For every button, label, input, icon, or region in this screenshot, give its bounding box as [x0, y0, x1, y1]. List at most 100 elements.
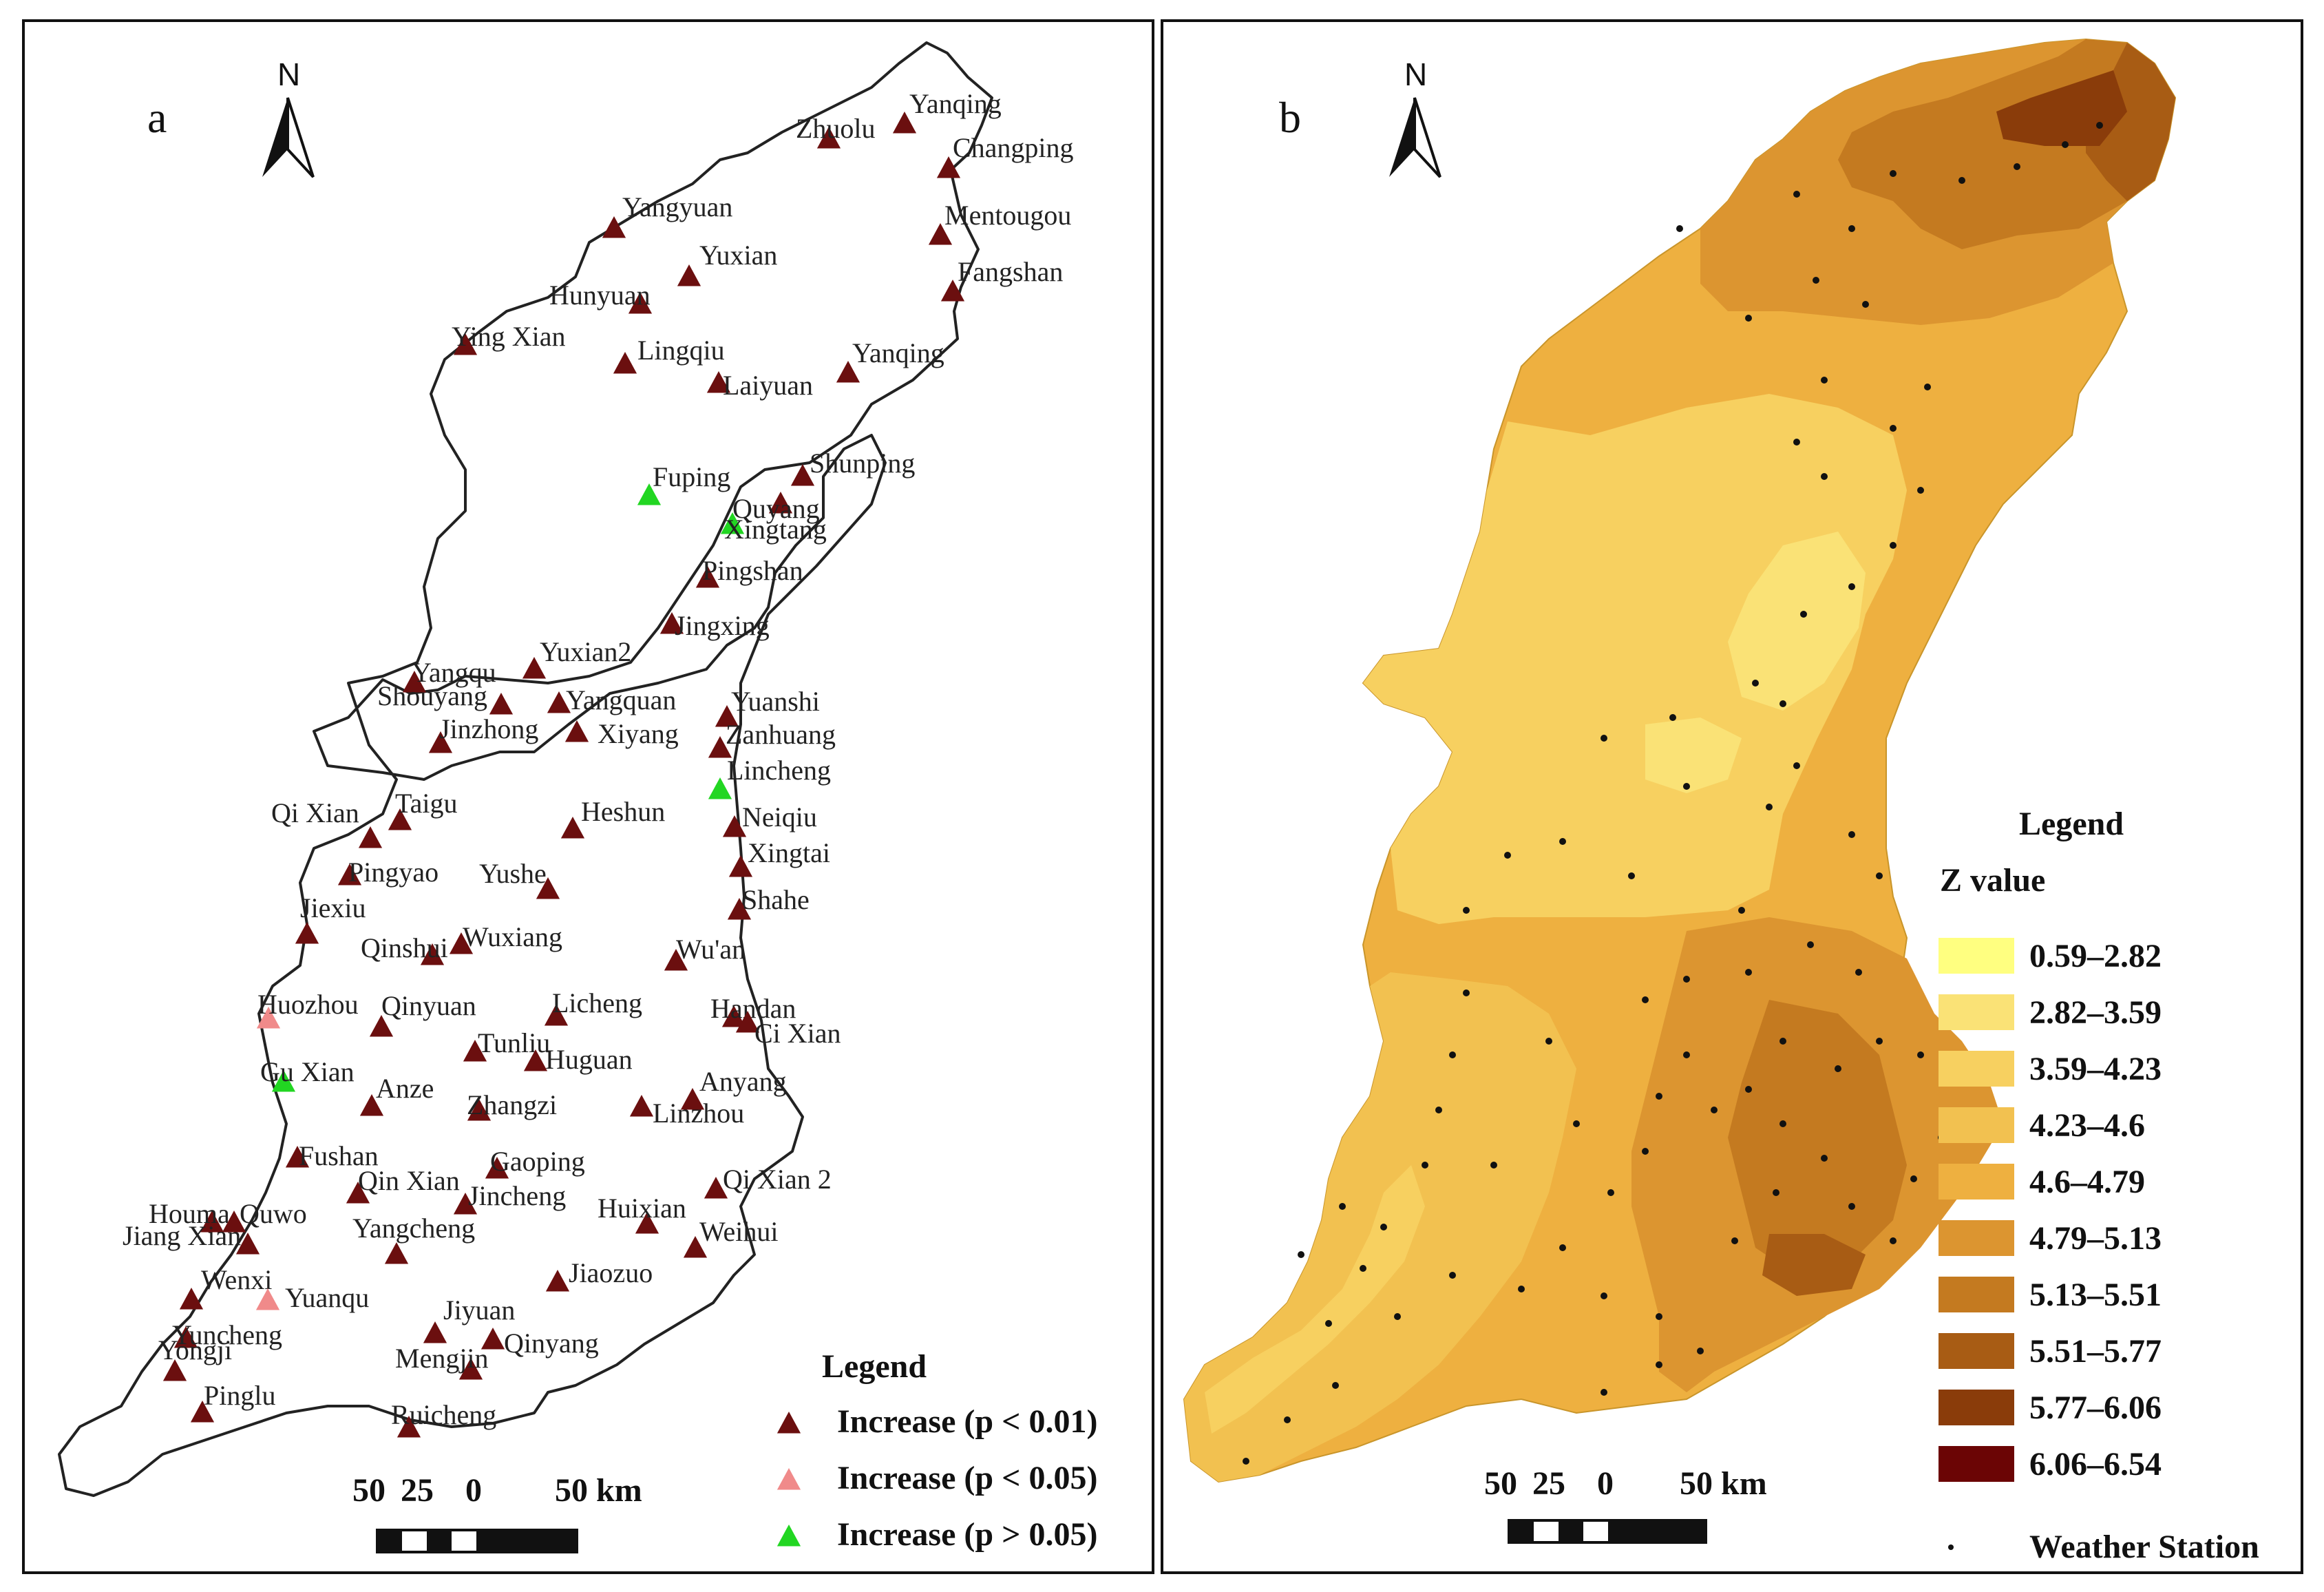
station-label: Jiexiu [300, 892, 366, 923]
station-marker [664, 949, 688, 971]
panel-b-letter: b [1279, 93, 1301, 142]
weather-station-dot [1766, 804, 1773, 810]
station-taigu: Taigu [388, 788, 458, 830]
station-yangyuan: Yangyuan [602, 191, 732, 238]
legend-swatch [1939, 1107, 2014, 1143]
legend-label: 4.23–4.6 [2029, 1107, 2145, 1144]
weather-station-dot [1890, 170, 1897, 177]
weather-station-dot [2062, 141, 2069, 148]
station-yongji: Yongji [158, 1334, 232, 1381]
station-label: Yanqing [852, 337, 944, 368]
scale-label-left: 50 [1484, 1465, 1517, 1502]
legend-label: 5.13–5.51 [2029, 1277, 2162, 1313]
station-yangcheng: Yangcheng [352, 1213, 475, 1264]
legend-label: 6.06–6.54 [2029, 1446, 2162, 1483]
station-yuxian2: Yuxian2 [522, 636, 631, 679]
legend-label: 2.82–3.59 [2029, 994, 2162, 1031]
station-pingyao: Pingyao [337, 857, 439, 888]
station-marker [388, 808, 412, 830]
station-label: Wenxi [201, 1264, 272, 1295]
station-marker [423, 1321, 447, 1343]
station-marker [428, 731, 453, 753]
station-marker [384, 1242, 409, 1264]
weather-station-dot [1958, 177, 1965, 184]
station-marker [816, 127, 841, 149]
weather-station-dot [1821, 377, 1828, 384]
station-marker [295, 922, 319, 944]
weather-station-dot [1813, 277, 1819, 284]
weather-station-dot [1518, 1286, 1525, 1292]
legend-title: Legend [822, 1348, 927, 1385]
weather-station-dot [1339, 1203, 1346, 1210]
weather-station-dot [1835, 1065, 1841, 1072]
station-marker [173, 1326, 198, 1348]
station-ruicheng: Ruicheng [391, 1399, 496, 1438]
station-handan: Handan [710, 993, 796, 1027]
station-qinyuan: Qinyuan [369, 990, 476, 1037]
panel-a-trend-map: a N Yanqing Zhuolu Changping Mentougou Fangs… [22, 19, 1154, 1574]
station-label: Weihui [699, 1216, 779, 1247]
station-label: Gaoping [490, 1146, 585, 1177]
station-marker [704, 1177, 728, 1199]
weather-station-dot [1656, 1313, 1662, 1320]
station-neiqiu: Neiqiu [722, 802, 817, 837]
station-marker [285, 1146, 310, 1168]
weather-station-dot [1360, 1265, 1366, 1272]
station-xingtai: Xingtai [728, 837, 830, 877]
station-label: Xingtai [748, 837, 830, 868]
station-marker [602, 216, 626, 238]
station-marker [346, 1182, 370, 1204]
weather-station-dot [1924, 384, 1931, 390]
station-label: Laiyuan [723, 370, 813, 401]
station-marker [162, 1359, 187, 1381]
station-marker [467, 1099, 492, 1121]
station-marker [358, 826, 383, 848]
station-label: Yuxian [699, 240, 777, 271]
station-label: Fushan [299, 1140, 379, 1171]
station-label: Anyang [699, 1066, 787, 1097]
station-qin-xian: Qin Xian [346, 1165, 460, 1204]
station-label: Heshun [581, 796, 665, 827]
station-label: Wu'an [676, 934, 746, 965]
legend-symbol [777, 1468, 801, 1490]
legend-swatch [1939, 938, 2014, 974]
weather-station-dot [1601, 1389, 1607, 1396]
weather-station-dot [1745, 969, 1752, 976]
station-qinyang: Qinyang [480, 1328, 599, 1359]
legend-label: Increase (p > 0.05) [837, 1516, 1097, 1553]
station-marker [523, 1049, 548, 1071]
weather-station-dot [1821, 1155, 1828, 1162]
station-marker [402, 671, 427, 693]
station-label: Huguan [545, 1044, 633, 1075]
station-label: Wuxiang [463, 921, 562, 952]
weather-station-dot [1683, 1051, 1690, 1058]
station-label: Pingyao [348, 857, 439, 888]
station-label: Qin Xian [358, 1165, 460, 1196]
scale-label-zero: 0 [465, 1472, 482, 1509]
weather-station-dot [1890, 425, 1897, 432]
station-label: Quyang [732, 493, 820, 524]
weather-station-dot [1862, 301, 1869, 308]
weather-station-dot [1745, 315, 1752, 322]
station-lingqiu: Lingqiu [613, 335, 725, 374]
station-label: Mentougou [944, 200, 1071, 231]
station-huixian: Huixian [598, 1193, 686, 1234]
weather-station-dot [1325, 1320, 1332, 1327]
station-marker [522, 657, 547, 679]
legend-label: 5.51–5.77 [2029, 1333, 2162, 1370]
station-label: Yanqing [909, 88, 1002, 119]
station-anze: Anze [359, 1073, 434, 1116]
station-quwo: Quwo [222, 1198, 307, 1233]
weather-station-dot [1449, 1272, 1456, 1279]
station-marker [560, 817, 585, 839]
weather-station-dot [1676, 225, 1683, 232]
weather-station-dot [1876, 1038, 1883, 1045]
legend-class-1: 2.82–3.59 [1939, 994, 2162, 1031]
station-marker [255, 1288, 280, 1310]
scale-label-mid: 25 [1532, 1465, 1565, 1502]
station-ying-xian: Ying Xian [452, 321, 566, 355]
station-marker [179, 1288, 204, 1310]
weather-station-dot [1601, 735, 1607, 742]
weather-station-dot [1848, 831, 1855, 838]
station-marker [635, 1212, 659, 1234]
